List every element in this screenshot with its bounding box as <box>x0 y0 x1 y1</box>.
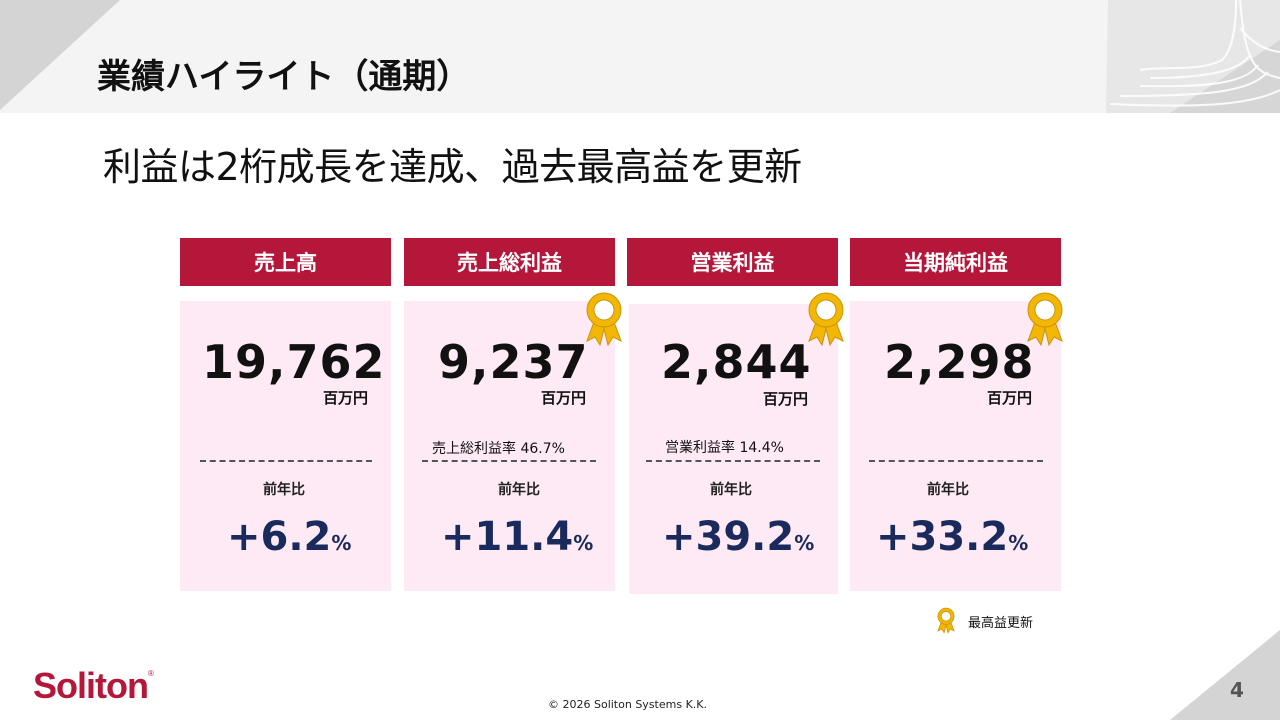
medal-icon <box>937 607 955 634</box>
metric-value: 9,237 <box>438 335 589 389</box>
yoy-value: +6.2% <box>227 514 352 560</box>
card-operating-profit: 2,844 百万円 営業利益率 14.4% 前年比 +39.2% <box>629 304 838 594</box>
card-header-gross-profit: 売上総利益 <box>404 238 615 286</box>
header-band <box>0 0 1280 113</box>
metric-value: 2,844 <box>661 335 812 389</box>
margin-label: 売上総利益率 46.7% <box>432 441 565 457</box>
card-sales: 19,762 百万円 前年比 +6.2% <box>180 301 391 591</box>
legend-label: 最高益更新 <box>968 615 1034 631</box>
divider <box>422 460 596 462</box>
metric-value: 19,762 <box>202 335 386 389</box>
header-decoration <box>0 0 1280 113</box>
soliton-logo: Soliton® <box>33 665 154 706</box>
yoy-value: +33.2% <box>876 514 1029 560</box>
yoy-value: +11.4% <box>441 514 594 560</box>
divider <box>869 460 1043 462</box>
card-header-operating-profit: 営業利益 <box>627 238 838 286</box>
yoy-label: 前年比 <box>498 482 540 498</box>
medal-icon <box>1027 292 1063 347</box>
metric-unit: 百万円 <box>323 389 369 407</box>
metric-unit: 百万円 <box>763 390 809 408</box>
yoy-label: 前年比 <box>927 482 969 498</box>
page-number: 4 <box>1230 678 1244 702</box>
legend: 最高益更新 <box>936 607 1033 635</box>
corner-decoration <box>1170 630 1280 720</box>
metric-unit: 百万円 <box>987 389 1033 407</box>
yoy-label: 前年比 <box>263 482 305 498</box>
medal-icon <box>808 292 844 347</box>
medal-icon <box>586 292 622 347</box>
page-title: 業績ハイライト（通期） <box>97 57 471 97</box>
divider <box>646 460 820 462</box>
card-header-net-income: 当期純利益 <box>850 238 1061 286</box>
divider <box>200 460 372 462</box>
card-header-sales: 売上高 <box>180 238 391 286</box>
headline: 利益は2桁成長を達成、過去最高益を更新 <box>103 145 802 189</box>
copyright: © 2026 Soliton Systems K.K. <box>548 698 707 711</box>
metric-unit: 百万円 <box>541 389 587 407</box>
yoy-label: 前年比 <box>710 482 752 498</box>
card-gross-profit: 9,237 百万円 売上総利益率 46.7% 前年比 +11.4% <box>404 301 615 591</box>
yoy-value: +39.2% <box>662 514 815 560</box>
margin-label: 営業利益率 14.4% <box>665 440 784 456</box>
card-net-income: 2,298 百万円 前年比 +33.2% <box>850 301 1061 591</box>
metric-value: 2,298 <box>884 335 1035 389</box>
